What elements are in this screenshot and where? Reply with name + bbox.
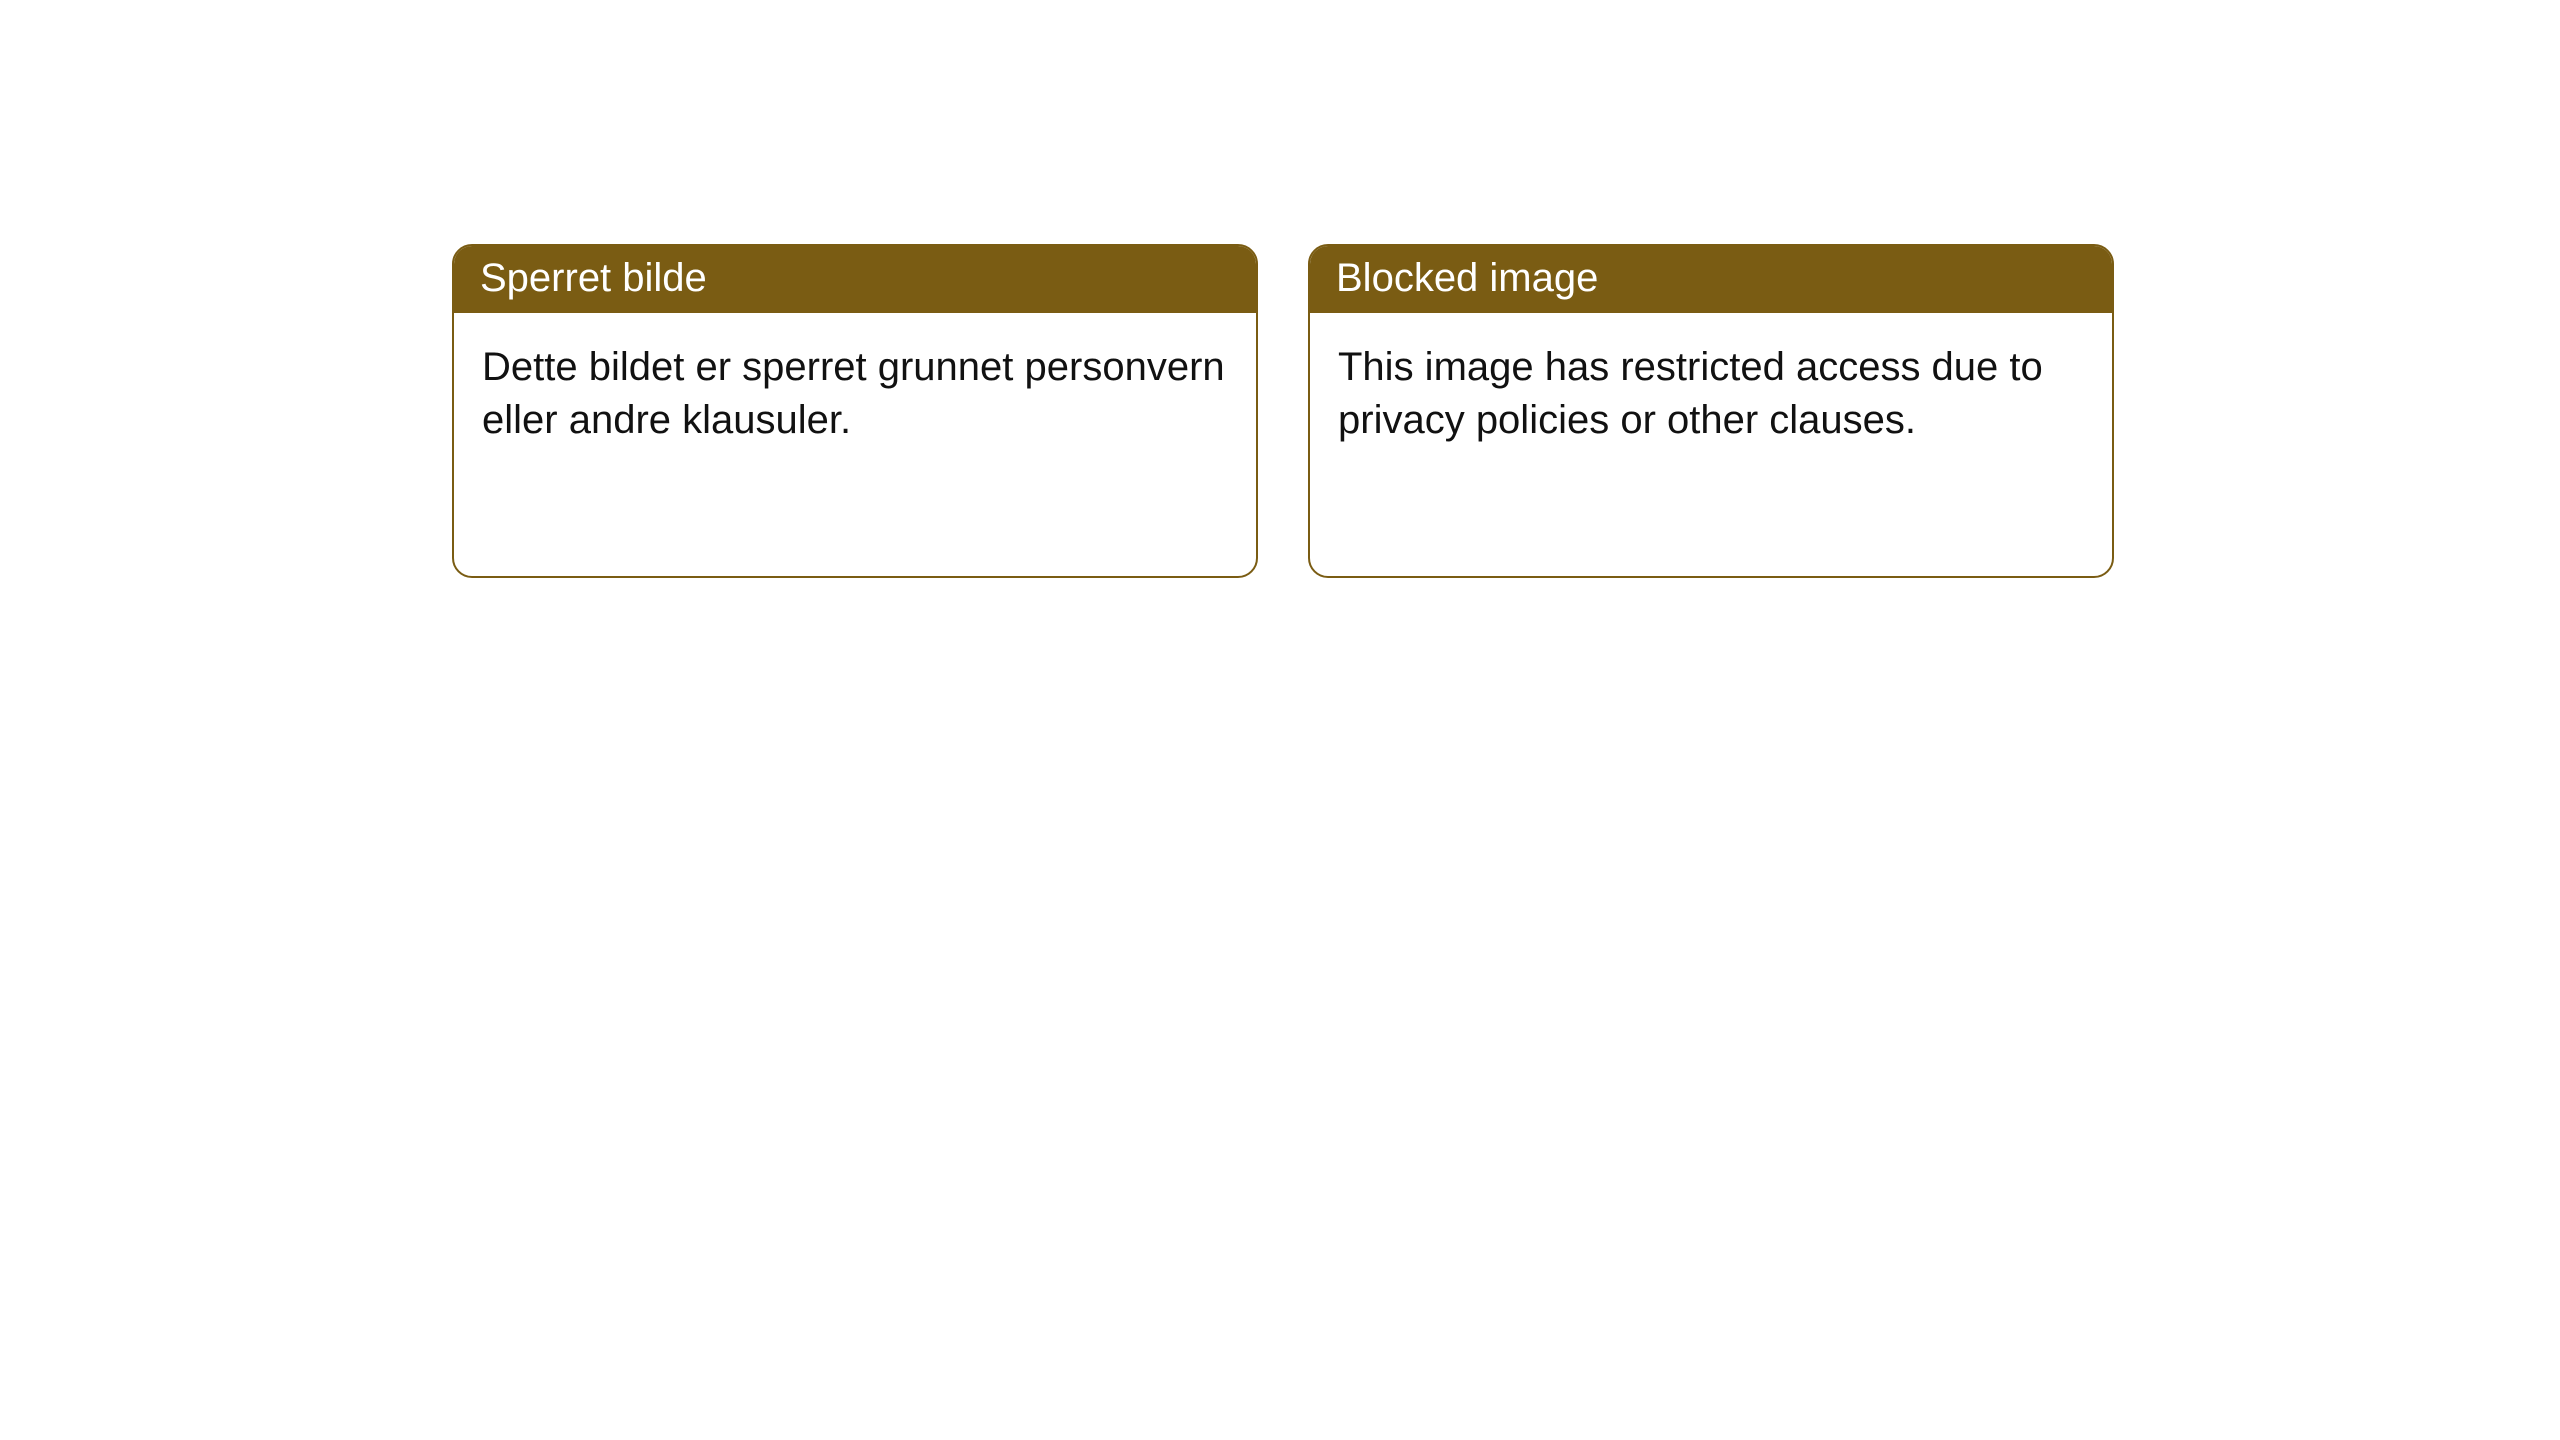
notice-card-norwegian: Sperret bilde Dette bildet er sperret gr… xyxy=(452,244,1258,578)
notice-body-english: This image has restricted access due to … xyxy=(1310,313,2112,475)
notice-card-english: Blocked image This image has restricted … xyxy=(1308,244,2114,578)
notice-title-norwegian: Sperret bilde xyxy=(454,246,1256,313)
notice-container: Sperret bilde Dette bildet er sperret gr… xyxy=(452,244,2114,578)
notice-body-norwegian: Dette bildet er sperret grunnet personve… xyxy=(454,313,1256,475)
notice-title-english: Blocked image xyxy=(1310,246,2112,313)
